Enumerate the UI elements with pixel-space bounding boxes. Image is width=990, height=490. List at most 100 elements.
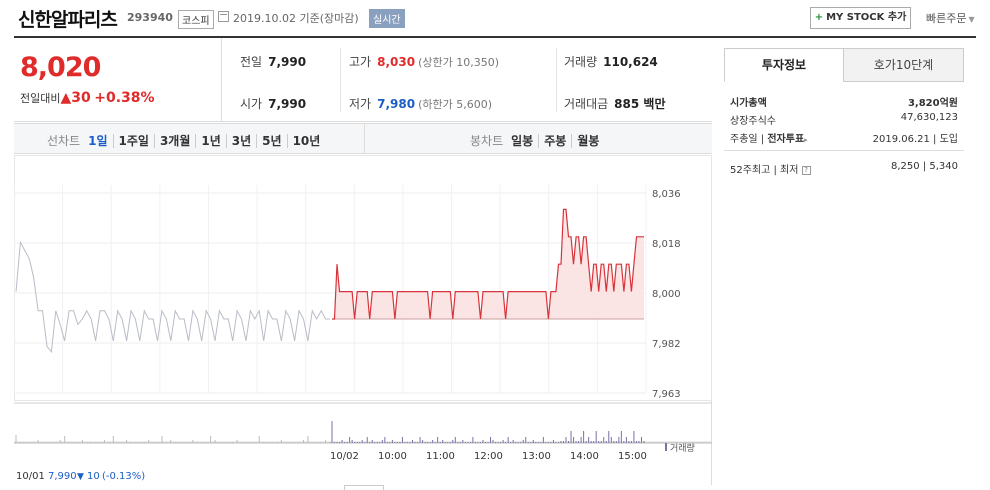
market-cap-row: 시가총액 3,820억원 bbox=[730, 94, 958, 109]
volume-bars bbox=[14, 402, 712, 444]
prev-day-change: 10 bbox=[87, 471, 100, 482]
shares-row: 상장주식수 47,630,123 bbox=[730, 112, 958, 127]
volume-cell: 거래량 110,624 bbox=[564, 53, 658, 70]
today-price-line bbox=[332, 208, 644, 320]
chart-lines bbox=[15, 208, 644, 354]
stock-panel: 8,020 전일대비▲30 +0.38% 전일 7,990 고가 8,030 (상한가… bbox=[13, 36, 976, 485]
price-box: 8,020 전일대비▲30 +0.38% bbox=[14, 38, 222, 122]
tab-investment-info[interactable]: 투자정보 bbox=[724, 48, 844, 82]
prev-day-date: 10/01 bbox=[16, 471, 45, 482]
price-change: 전일대비▲30 +0.38% bbox=[20, 90, 155, 106]
quote-info-grid: 전일 7,990 고가 8,030 (상한가 10,350) 거래량 110,624 시… bbox=[222, 38, 712, 122]
down-arrow-icon: ▼ bbox=[77, 472, 84, 482]
quick-order-label: 빠른주문 bbox=[926, 12, 967, 25]
candle-day[interactable]: 일봉 bbox=[511, 134, 540, 148]
shares-label: 상장주식수 bbox=[730, 116, 776, 127]
x-axis-label: 10/02 bbox=[330, 451, 359, 462]
prev-close-cell: 전일 7,990 bbox=[240, 53, 306, 70]
add-mystock-label: MY STOCK 추가 bbox=[826, 12, 907, 23]
x-axis-label: 11:00 bbox=[426, 451, 455, 462]
high-value: 8,030 bbox=[377, 55, 416, 69]
volume-legend-swatch bbox=[665, 443, 667, 451]
meeting-label: 주총일 bbox=[730, 134, 758, 145]
low-value: 7,980 bbox=[377, 97, 416, 111]
chevron-down-icon: ▼ bbox=[968, 15, 975, 24]
plus-icon: + bbox=[814, 12, 824, 23]
quick-order-button[interactable]: 빠른주문 ▼ bbox=[926, 10, 975, 26]
add-mystock-button[interactable]: + MY STOCK 추가 bbox=[810, 7, 911, 29]
amount-label: 거래대금 bbox=[564, 97, 609, 111]
market-cap-value: 3,820억원 bbox=[907, 98, 958, 109]
collapse-handle[interactable] bbox=[344, 485, 384, 490]
x-axis-label: 10:00 bbox=[378, 451, 407, 462]
open-cell: 시가 7,990 bbox=[240, 95, 306, 112]
meeting-separator: | bbox=[760, 134, 765, 145]
x-axis-label: 13:00 bbox=[522, 451, 551, 462]
prev-close-value: 7,990 bbox=[268, 55, 307, 69]
chevron-right-icon: ▸ bbox=[804, 136, 808, 144]
candle-chart-options: 봉차트 일봉 주봉 월봉 bbox=[470, 132, 609, 149]
market-badge: 코스피 bbox=[178, 10, 214, 29]
x-axis-label: 15:00 bbox=[618, 451, 647, 462]
range-1y[interactable]: 1년 bbox=[201, 134, 227, 148]
candle-week[interactable]: 주봉 bbox=[544, 134, 573, 148]
range-1w[interactable]: 1주일 bbox=[118, 134, 155, 148]
range-10y[interactable]: 10년 bbox=[292, 134, 321, 148]
amount-value: 885 백만 bbox=[614, 97, 666, 111]
chart-toolbar: 선차트 1일 1주일 3개월 1년 3년 5년 10년 봉차트 일봉 주봉 월봉 bbox=[14, 123, 712, 154]
prev-day-price-line bbox=[15, 240, 330, 354]
y-tick-label: 7,982 bbox=[652, 339, 681, 350]
price-chart: 8,036 8,018 8,000 7,982 7,963 10/02 10:00 11:0… bbox=[13, 155, 712, 485]
y-tick-label: 8,000 bbox=[652, 289, 681, 300]
52week-label: 52주최고 | 최저 bbox=[730, 165, 799, 176]
help-icon[interactable]: ? bbox=[801, 166, 811, 175]
volume-label: 거래량 bbox=[564, 55, 598, 69]
range-5y[interactable]: 5년 bbox=[262, 134, 288, 148]
open-label: 시가 bbox=[240, 97, 263, 111]
up-arrow-icon: ▲ bbox=[60, 90, 72, 106]
range-1d[interactable]: 1일 bbox=[88, 134, 114, 148]
high-cell: 고가 8,030 (상한가 10,350) bbox=[349, 53, 499, 70]
range-3y[interactable]: 3년 bbox=[231, 134, 258, 148]
y-axis-ticks: 8,036 8,018 8,000 7,982 7,963 bbox=[652, 189, 681, 400]
tab-order-book[interactable]: 호가10단계 bbox=[843, 48, 964, 82]
candle-chart-label: 봉차트 bbox=[470, 134, 504, 148]
side-info-panel: 투자정보 호가10단계 시가총액 3,820억원 상장주식수 47,630,123 … bbox=[724, 48, 964, 248]
52week-value: 8,250 | 5,340 bbox=[891, 161, 958, 172]
stock-header: 신한알파리츠 293940 코스피 2019.10.02 기준(장마감) 실시간… bbox=[0, 0, 990, 36]
chart-grid bbox=[13, 155, 712, 401]
current-price: 8,020 bbox=[20, 52, 101, 83]
change-label: 전일대비 bbox=[20, 92, 61, 105]
divider bbox=[340, 48, 341, 112]
high-label: 고가 bbox=[349, 55, 372, 69]
y-tick-label: 8,018 bbox=[652, 239, 681, 250]
52week-row: 52주최고 | 최저 ? 8,250 | 5,340 bbox=[730, 161, 958, 176]
base-date: 2019.10.02 기준(장마감) bbox=[233, 12, 359, 25]
change-value: 30 bbox=[71, 90, 91, 106]
amount-cell: 거래대금 885 백만 bbox=[564, 95, 665, 112]
e-voting-link[interactable]: 전자투표 bbox=[767, 134, 805, 145]
calendar-icon bbox=[218, 11, 229, 22]
low-label: 저가 bbox=[349, 97, 372, 111]
toolbar-divider bbox=[364, 124, 365, 154]
lower-limit: (하한가 5,600) bbox=[418, 98, 492, 111]
shares-value: 47,630,123 bbox=[900, 112, 958, 123]
candle-month[interactable]: 월봉 bbox=[577, 134, 600, 148]
price-chart-svg[interactable]: 8,036 8,018 8,000 7,982 7,963 10/02 10:00 11:0… bbox=[13, 155, 712, 485]
line-chart-label: 선차트 bbox=[47, 134, 81, 148]
y-tick-label: 7,963 bbox=[652, 389, 681, 400]
shareholder-meeting-row: 주총일 | 전자투표▸ 2019.06.21 | 도입 bbox=[730, 130, 958, 145]
meeting-value: 2019.06.21 | 도입 bbox=[872, 134, 958, 145]
x-axis-labels: 10/02 10:00 11:00 12:00 13:00 14:00 15:00 bbox=[330, 451, 647, 462]
volume-legend: 거래량 bbox=[670, 442, 695, 454]
realtime-badge[interactable]: 실시간 bbox=[369, 9, 405, 28]
prev-day-price: 7,990 bbox=[48, 471, 77, 482]
range-3m[interactable]: 3개월 bbox=[159, 134, 197, 148]
stock-code: 293940 bbox=[127, 11, 173, 24]
open-value: 7,990 bbox=[268, 97, 307, 111]
line-chart-options: 선차트 1일 1주일 3개월 1년 3년 5년 10년 bbox=[47, 132, 330, 149]
market-cap-label: 시가총액 bbox=[730, 98, 767, 109]
x-axis-label: 12:00 bbox=[474, 451, 503, 462]
prev-day-percent: (-0.13%) bbox=[102, 471, 145, 482]
stock-name[interactable]: 신한알파리츠 bbox=[18, 9, 118, 31]
